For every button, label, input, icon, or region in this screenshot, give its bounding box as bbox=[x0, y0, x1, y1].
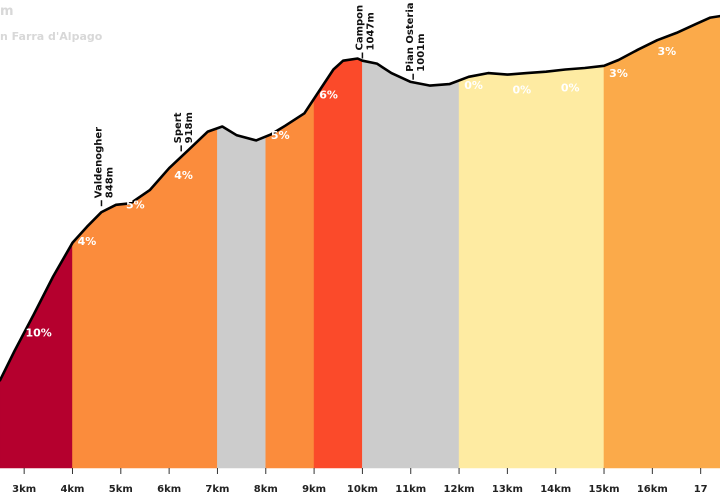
landmark-name: Pian Osteria bbox=[405, 2, 416, 71]
gradient-labels: 10% 5% 5% 6% 0% 3% 4% 4% 0% 0% 3% bbox=[25, 45, 676, 340]
landmark-elevation: 918m bbox=[184, 112, 195, 143]
landmark-1: Spert 918m bbox=[173, 112, 195, 143]
x-tick-label-14: 17 bbox=[694, 484, 708, 495]
landmark-elevation: 848m bbox=[104, 167, 115, 198]
x-tick-label-7: 10km bbox=[347, 484, 378, 495]
x-tick-label-2: 5km bbox=[109, 484, 133, 495]
gradient-label-3: 5% bbox=[271, 129, 290, 142]
landmark-elevation: 1001m bbox=[416, 33, 427, 71]
gradient-label-extra-2: 0% bbox=[513, 84, 532, 97]
x-tick-label-0: 3km bbox=[12, 484, 36, 495]
x-tick-label-3: 6km bbox=[157, 484, 181, 495]
segment-area-7 bbox=[603, 15, 720, 469]
x-tick-label-8: 11km bbox=[395, 484, 426, 495]
gradient-label-extra-4: 3% bbox=[658, 45, 677, 58]
x-tick-label-5: 8km bbox=[254, 484, 278, 495]
gradient-label-6: 0% bbox=[464, 79, 483, 92]
x-axis: 3km 4km 5km 6km 7km 8km 9km 10km 11km 12km 13km 14k… bbox=[12, 468, 708, 495]
gradient-segments bbox=[0, 15, 720, 469]
landmark-name: Valdenogher bbox=[93, 127, 104, 198]
chart-subtitle: n Farra d'Alpago bbox=[0, 30, 103, 43]
gradient-label-extra-1: 4% bbox=[174, 169, 193, 182]
segment-area-2 bbox=[217, 126, 267, 469]
x-tick-label-11: 14km bbox=[540, 484, 571, 495]
x-tick-label-1: 4km bbox=[60, 484, 84, 495]
gradient-label-7: 3% bbox=[609, 67, 628, 80]
segment-area-3 bbox=[265, 97, 315, 469]
x-tick-label-10: 13km bbox=[492, 484, 523, 495]
x-tick-label-13: 16km bbox=[637, 484, 668, 495]
x-tick-label-9: 12km bbox=[444, 484, 475, 495]
gradient-label-1: 5% bbox=[126, 198, 145, 211]
landmark-0: Valdenogher 848m bbox=[93, 127, 115, 198]
landmark-elevation: 1047m bbox=[365, 12, 376, 50]
landmark-name: Spert bbox=[173, 112, 184, 143]
x-tick-label-4: 7km bbox=[205, 484, 229, 495]
chart-title: m bbox=[0, 4, 14, 19]
landmarks: Valdenogher 848m Spert 918m Campon 1047m Pian … bbox=[93, 2, 427, 207]
x-tick-label-12: 15km bbox=[589, 484, 620, 495]
landmark-name: Campon bbox=[354, 5, 365, 51]
gradient-label-4: 6% bbox=[319, 89, 338, 102]
segment-area-6 bbox=[458, 65, 605, 469]
x-tick-label-6: 9km bbox=[302, 484, 326, 495]
landmark-2: Campon 1047m bbox=[354, 5, 376, 51]
landmark-3: Pian Osteria 1001m bbox=[405, 2, 427, 71]
profile-line-path bbox=[0, 14, 720, 382]
gradient-label-extra-0: 4% bbox=[78, 235, 97, 248]
profile-line bbox=[0, 14, 720, 382]
gradient-label-0: 10% bbox=[25, 326, 51, 339]
segment-area-5 bbox=[362, 60, 460, 469]
segment-area-4 bbox=[313, 58, 363, 469]
gradient-label-extra-3: 0% bbox=[561, 81, 580, 94]
